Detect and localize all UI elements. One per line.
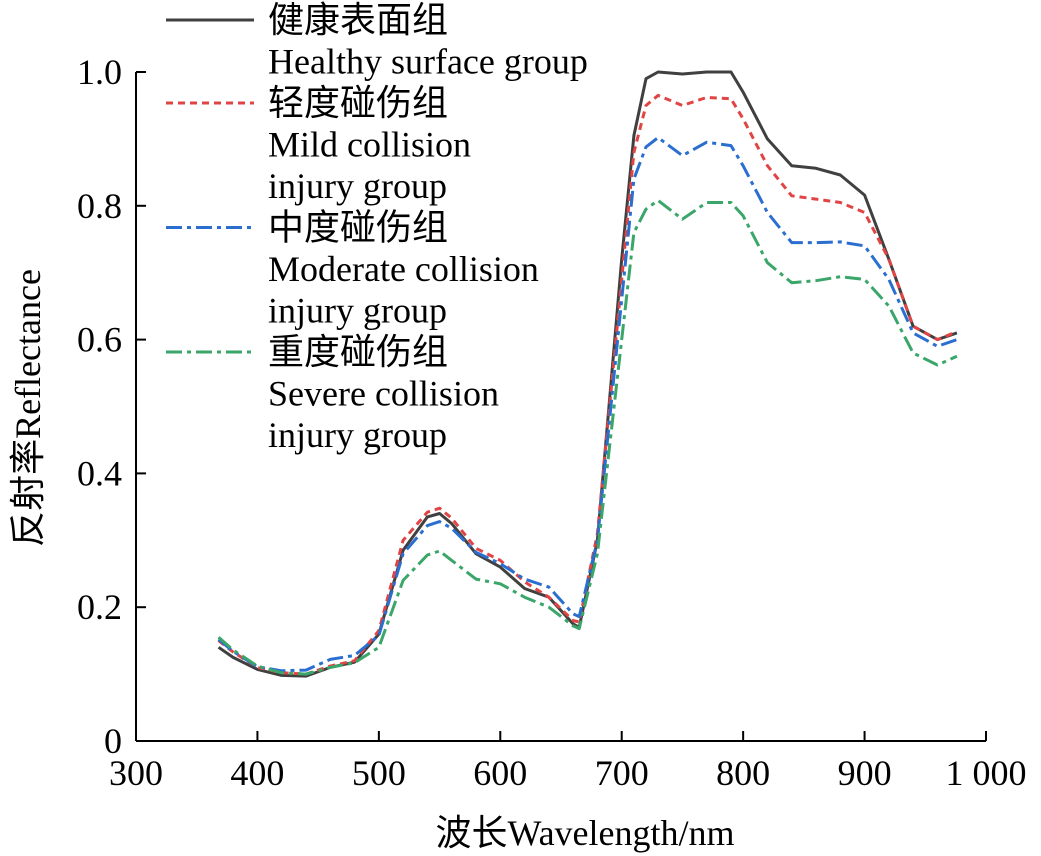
y-tick-label: 0 [104, 721, 122, 761]
x-tick-label: 900 [838, 753, 892, 793]
legend-label-en: injury group [268, 291, 447, 331]
x-tick-label: 700 [595, 753, 649, 793]
x-tick-label: 800 [716, 753, 770, 793]
legend-label-en: Severe collision [268, 374, 499, 414]
x-axis-title: 波长Wavelength/nm [435, 813, 734, 853]
y-axis-title: 反射率Reflectance [8, 269, 48, 547]
x-tick-label: 300 [109, 753, 163, 793]
legend-label-cn: 健康表面组 [268, 0, 448, 40]
y-tick-label: 0.4 [77, 453, 122, 493]
legend-label-en: injury group [268, 415, 447, 455]
series-layer [217, 70, 958, 678]
legend-label-en: Healthy surface group [268, 42, 588, 82]
legend-label-cn: 重度碰伤组 [268, 332, 448, 372]
legend-label-en: Moderate collision [268, 249, 539, 289]
y-tick-label: 1.0 [77, 52, 122, 92]
legend-label-cn: 轻度碰伤组 [268, 83, 448, 123]
y-tick-label: 0.8 [77, 186, 122, 226]
legend-label-en: injury group [268, 166, 447, 206]
y-tick-label: 0.2 [77, 587, 122, 627]
legend-label-cn: 中度碰伤组 [268, 208, 448, 248]
axes: 300 400 500 600 700 800 900 1 000 0 0.2 0.4 0.6 0.8 1… [77, 52, 1027, 793]
legend-label-en: Mild collision [268, 125, 471, 165]
x-tick-label: 1 000 [946, 753, 1027, 793]
x-tick-label: 400 [230, 753, 284, 793]
x-tick-label: 500 [352, 753, 406, 793]
y-tick-label: 0.6 [77, 320, 122, 360]
series-line-3 [217, 136, 958, 673]
x-tick-label: 600 [473, 753, 527, 793]
series-line-2 [217, 93, 958, 676]
series-line-4 [217, 198, 958, 676]
